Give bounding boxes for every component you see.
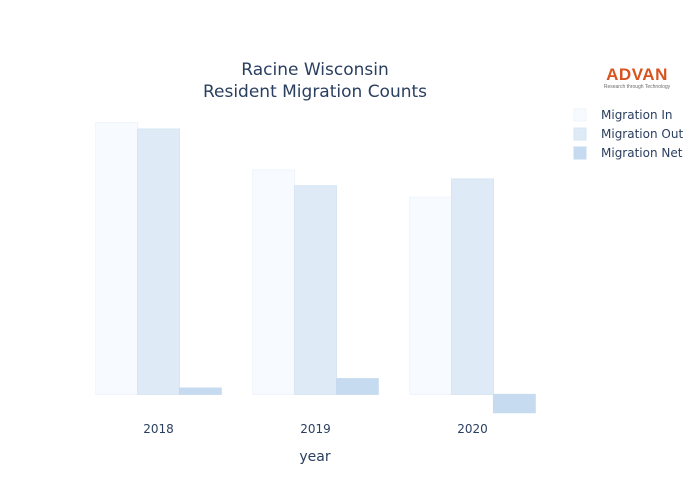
bar-migration-out-2018[interactable] <box>137 128 180 395</box>
bar-migration-in-2019[interactable] <box>252 169 296 395</box>
legend-swatch <box>573 146 587 160</box>
logo-tagline: Research through Technology <box>603 84 671 90</box>
bar-migration-in-2018[interactable] <box>95 122 139 395</box>
x-tick-label-2018: 2018 <box>143 422 174 436</box>
bar-migration-in-2020[interactable] <box>409 196 453 395</box>
legend-label: Migration Net <box>601 146 683 160</box>
bar-migration-net-2018[interactable] <box>178 387 222 395</box>
bar-migration-net-2019[interactable] <box>335 378 379 395</box>
legend-swatch <box>573 108 587 122</box>
x-tick-label-2019: 2019 <box>300 422 331 436</box>
legend-item-migration-net[interactable]: Migration Net <box>573 146 683 160</box>
bar-migration-out-2019[interactable] <box>294 185 337 395</box>
bar-migration-out-2020[interactable] <box>451 178 494 395</box>
legend-swatch <box>573 127 587 141</box>
chart-title: Racine Wisconsin Resident Migration Coun… <box>203 60 427 102</box>
bar-migration-net-2020[interactable] <box>492 393 536 414</box>
chart-title-line-2: Resident Migration Counts <box>203 82 427 102</box>
legend-label: Migration In <box>601 108 673 122</box>
logo-brand: ADVAN <box>606 65 668 84</box>
legend-item-migration-in[interactable]: Migration In <box>573 108 673 122</box>
advan-logo: ADVAN Research through Technology <box>600 65 674 91</box>
legend[interactable]: Migration In Migration Out Migration Net <box>573 108 683 160</box>
x-axis-title: year <box>299 449 330 465</box>
x-tick-label-2020: 2020 <box>457 422 488 436</box>
x-axis-tick-labels: 2018 2019 2020 <box>143 422 488 436</box>
chart-title-line-1: Racine Wisconsin <box>241 60 388 80</box>
legend-label: Migration Out <box>601 127 683 141</box>
legend-item-migration-out[interactable]: Migration Out <box>573 127 683 141</box>
bars-layer <box>95 122 536 414</box>
